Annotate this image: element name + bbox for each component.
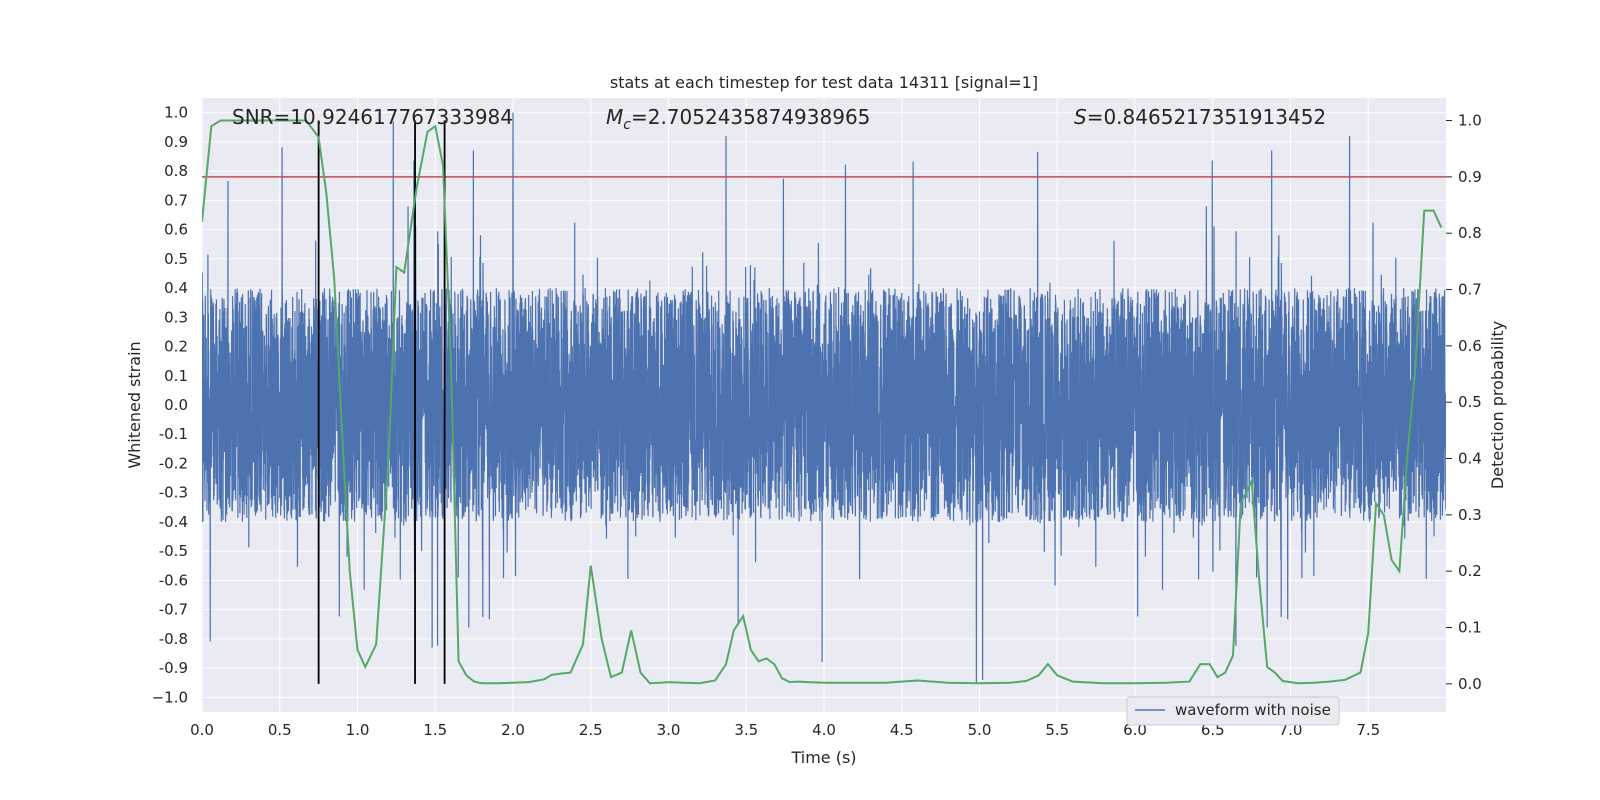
y-right-tick-label: 0.3 (1458, 506, 1482, 524)
y-right-tick-label: 0.1 (1458, 619, 1482, 637)
x-tick-label: 4.5 (890, 721, 914, 739)
y-right-tick-label: 0.0 (1458, 675, 1482, 693)
right-y-axis-ticks: 1.0 0.9 0.8 0.7 0.6 0.5 0.4 0.3 0.2 0.1 0.0 (1446, 112, 1482, 693)
y-left-tick-label: 0.1 (164, 367, 188, 385)
x-axis-label: Time (s) (790, 748, 856, 767)
y-right-tick-label: 0.7 (1458, 281, 1482, 299)
y-left-tick-label: -0.4 (159, 513, 188, 531)
chirp-mass-annotation: Mc=2.7052435874938965 (606, 105, 870, 133)
y-left-tick-label: 1.0 (164, 104, 188, 122)
y-left-tick-label: −1.0 (152, 688, 188, 706)
y-left-tick-label: -0.1 (159, 425, 188, 443)
snr-annotation: SNR=10.924617767333984 (232, 105, 513, 129)
y-left-tick-label: -0.6 (159, 571, 188, 589)
x-tick-label: 5.5 (1045, 721, 1069, 739)
y-left-tick-label: 0.0 (164, 396, 188, 414)
x-tick-label: 2.5 (579, 721, 603, 739)
y-right-tick-label: 0.9 (1458, 168, 1482, 186)
y-left-tick-label: -0.8 (159, 630, 188, 648)
right-y-axis-label: Detection probability (1488, 321, 1507, 489)
s-annotation: S=0.8465217351913452 (1074, 105, 1326, 129)
y-left-tick-label: 0.2 (164, 338, 188, 356)
probability-series (202, 119, 1443, 685)
x-tick-label: 0.5 (268, 721, 292, 739)
y-left-tick-label: 0.9 (164, 133, 188, 151)
legend-label: waveform with noise (1175, 701, 1331, 719)
left-y-axis-label: Whitened strain (125, 341, 144, 468)
y-left-tick-label: -0.9 (159, 659, 188, 677)
y-left-tick-label: -0.2 (159, 454, 188, 472)
y-right-tick-label: 0.2 (1458, 562, 1482, 580)
x-tick-label: 1.5 (423, 721, 447, 739)
chart-title: stats at each timestep for test data 143… (610, 73, 1038, 92)
x-tick-label: 1.0 (346, 721, 370, 739)
y-left-tick-label: -0.7 (159, 601, 188, 619)
y-left-tick-label: -0.5 (159, 542, 188, 560)
s-value: =0.8465217351913452 (1087, 105, 1326, 129)
y-right-tick-label: 0.8 (1458, 224, 1482, 242)
y-right-tick-label: 0.6 (1458, 337, 1482, 355)
x-tick-label: 0.0 (190, 721, 214, 739)
y-right-tick-label: 0.5 (1458, 393, 1482, 411)
plot-content (202, 112, 1446, 685)
legend: waveform with noise (1126, 696, 1340, 726)
y-left-tick-label: 0.6 (164, 221, 188, 239)
left-y-axis-ticks: 1.0 0.9 0.8 0.7 0.6 0.5 0.4 0.3 0.2 0.1 0.0 -0.1 -0.… (152, 104, 188, 707)
y-left-tick-label: 0.4 (164, 279, 188, 297)
y-left-tick-label: -0.3 (159, 484, 188, 502)
x-tick-label: 2.0 (501, 721, 525, 739)
x-tick-label: 4.0 (812, 721, 836, 739)
y-right-tick-label: 1.0 (1458, 112, 1482, 130)
x-tick-label: 7.5 (1356, 721, 1380, 739)
legend-box (1126, 696, 1340, 726)
y-left-tick-label: 0.7 (164, 191, 188, 209)
x-tick-label: 5.0 (968, 721, 992, 739)
y-left-tick-label: 0.3 (164, 308, 188, 326)
y-left-tick-label: 0.5 (164, 250, 188, 268)
x-tick-label: 3.5 (734, 721, 758, 739)
x-tick-label: 3.0 (657, 721, 681, 739)
y-left-tick-label: 0.8 (164, 162, 188, 180)
chirp-mass-value: =2.7052435874938965 (631, 105, 870, 129)
y-right-tick-label: 0.4 (1458, 450, 1482, 468)
waveform-series (202, 112, 1446, 683)
